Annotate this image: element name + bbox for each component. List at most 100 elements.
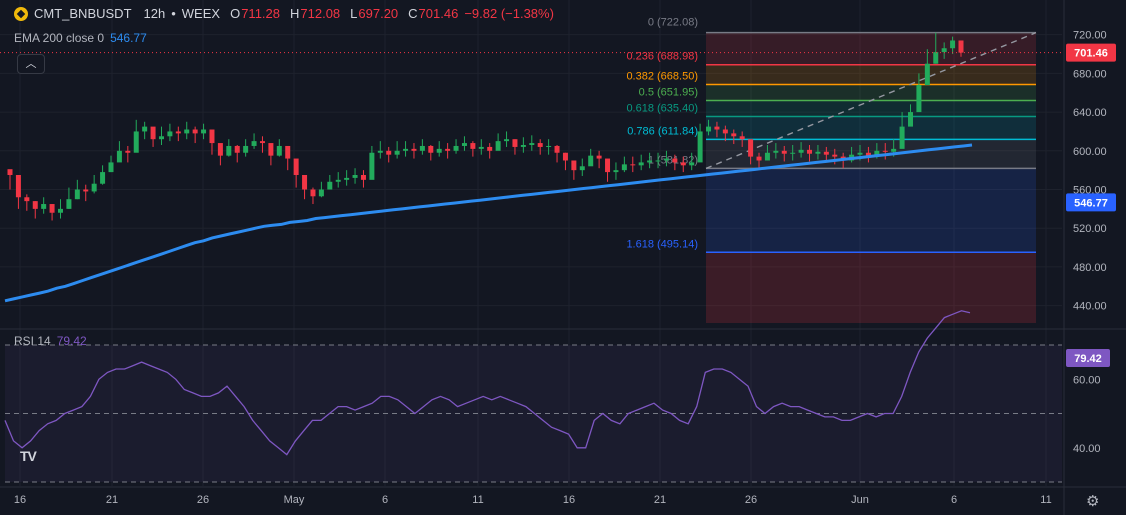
candle-body <box>865 152 871 156</box>
chevron-up-icon: ︿ <box>25 58 37 70</box>
ema-legend[interactable]: EMA 200 close 0 546.77 <box>14 31 147 45</box>
price-tick-label: 680.00 <box>1073 68 1107 80</box>
candle-body <box>201 129 207 134</box>
candle-body <box>142 126 148 132</box>
time-tick-label: 16 <box>563 494 575 506</box>
candle-body <box>470 143 476 149</box>
candle-body <box>436 148 442 153</box>
rsi-value-badge-label: 79.42 <box>1074 353 1102 365</box>
candle-body <box>916 85 922 113</box>
change-value: −9.82 (−1.38%) <box>464 6 554 21</box>
candle-body <box>7 169 13 175</box>
candle-body <box>74 189 80 200</box>
price-tick-label: 480.00 <box>1073 262 1107 274</box>
rsi-tick-label: 60.00 <box>1073 374 1101 386</box>
candle-body <box>596 155 602 159</box>
ema-legend-value: 546.77 <box>110 31 147 45</box>
ema-legend-label: EMA 200 close 0 <box>14 31 105 45</box>
candle-body <box>91 183 97 192</box>
price-tick-label: 440.00 <box>1073 301 1107 313</box>
candle-body <box>950 40 956 49</box>
time-tick-label: 26 <box>745 494 757 506</box>
candle-body <box>807 149 813 154</box>
price-tick-label: 520.00 <box>1073 223 1107 235</box>
symbol-name[interactable]: CMT_BNBUSDT <box>34 6 132 21</box>
candle-body <box>638 162 644 166</box>
candle-body <box>605 158 611 173</box>
candle-body <box>327 181 333 190</box>
close-value: 701.46 <box>418 6 459 21</box>
open-label: O <box>230 6 241 21</box>
rsi-line <box>4 310 971 456</box>
candle-body <box>251 141 257 146</box>
candle-body <box>655 160 661 162</box>
candle-body <box>588 155 594 167</box>
fib-level-label: 0.382 (668.50) <box>626 71 698 83</box>
candle-body <box>100 172 106 184</box>
candle-body <box>958 40 964 53</box>
time-tick-label: 6 <box>382 494 388 506</box>
candle-body <box>276 145 282 156</box>
exchange: WEEX <box>181 6 221 21</box>
candle-body <box>706 126 712 132</box>
rsi-legend[interactable]: RSI 14 79.42 <box>14 334 87 348</box>
time-tick-label: 6 <box>951 494 957 506</box>
low-value: 697.20 <box>358 6 399 21</box>
candle-body <box>394 150 400 155</box>
candle-body <box>697 131 703 163</box>
rsi-value-badge <box>1066 349 1110 367</box>
tradingview-logo[interactable]: TV <box>20 448 37 464</box>
fib-zone <box>706 32 1036 65</box>
interval[interactable]: 12h <box>143 6 166 21</box>
candle-body <box>377 150 383 153</box>
candle-body <box>108 162 114 173</box>
candle-body <box>529 143 535 145</box>
gear-icon[interactable]: ⚙ <box>1086 493 1100 510</box>
candle-body <box>933 52 939 64</box>
fib-zone-extension <box>706 252 1036 323</box>
candle-body <box>352 175 358 178</box>
candle-body <box>453 145 459 151</box>
price-tick-label: 640.00 <box>1073 107 1107 119</box>
candle-body <box>579 166 585 171</box>
collapse-legend-button[interactable]: ︿ <box>17 54 45 74</box>
candle-body <box>748 139 754 157</box>
candle-body <box>781 150 787 154</box>
candle-body <box>83 189 89 192</box>
candle-body <box>15 175 21 198</box>
candle-body <box>461 143 467 146</box>
fib-level-label: 0.236 (688.98) <box>626 51 698 63</box>
fib-zone <box>706 168 1036 253</box>
candle-body <box>318 189 324 197</box>
candle-body <box>487 146 493 151</box>
candle-body <box>184 129 190 134</box>
candle-body <box>941 48 947 53</box>
candle-body <box>57 208 63 213</box>
fib-zone <box>706 116 1036 140</box>
candle-body <box>49 204 55 213</box>
ema-value-badge-label: 546.77 <box>1074 197 1108 209</box>
current-price-badge <box>1066 43 1116 62</box>
candle-body <box>243 145 249 153</box>
high-value: 712.08 <box>300 6 341 21</box>
candle-body <box>268 143 274 156</box>
candle-body <box>41 204 47 209</box>
fib-zone <box>706 64 1036 85</box>
candle-body <box>571 160 577 171</box>
candle-body <box>478 146 484 149</box>
candle-body <box>815 151 821 154</box>
candle-body <box>537 143 543 147</box>
candle-body <box>217 143 223 156</box>
candle-body <box>32 201 38 209</box>
fib-level-label: 1.618 (495.14) <box>626 238 698 250</box>
candle-body <box>613 170 619 173</box>
candle-body <box>310 189 316 197</box>
time-tick-label: 26 <box>197 494 209 506</box>
candle-body <box>882 150 888 152</box>
price-tick-label: 720.00 <box>1073 30 1107 42</box>
candle-body <box>158 136 164 140</box>
rsi-tick-label: 40.00 <box>1073 443 1101 455</box>
candle-body <box>360 175 366 180</box>
